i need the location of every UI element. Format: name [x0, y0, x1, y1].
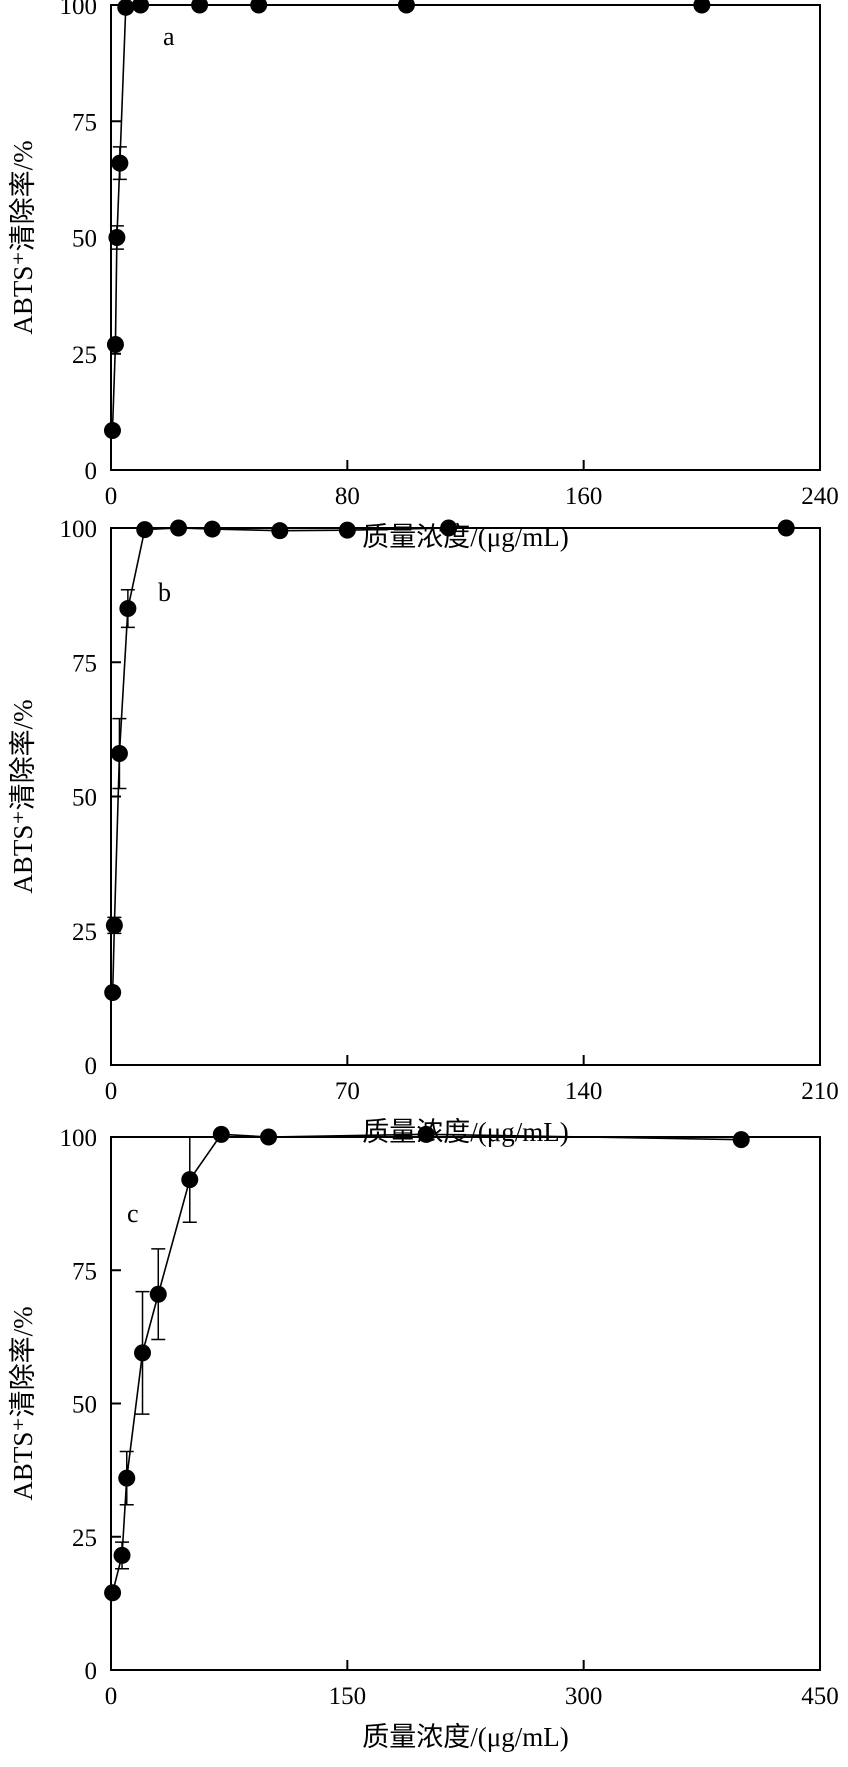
plot-frame	[110, 4, 821, 471]
data-point	[250, 0, 268, 14]
y-tick-label: 100	[60, 516, 98, 543]
data-point	[104, 1584, 122, 1602]
y-tick-label: 50	[72, 785, 97, 812]
series-line	[111, 527, 787, 993]
data-point	[111, 154, 129, 172]
y-tick-label: 100	[60, 1125, 98, 1152]
x-tick-label: 0	[105, 1683, 118, 1710]
x-tick-label: 240	[801, 483, 839, 510]
chart-panel-b: 0 70 140 210 0 25 50 75 100 b 质量浓度/(μg/mL) ABTS⁺…	[8, 516, 839, 1147]
data-point	[132, 0, 150, 14]
data-point	[271, 522, 289, 540]
x-tick-label: 160	[565, 483, 603, 510]
plot-frame	[110, 1136, 821, 1671]
data-point	[136, 521, 154, 539]
y-tick-label: 50	[72, 1392, 97, 1419]
y-tick-label: 25	[72, 919, 97, 946]
data-point	[417, 1125, 435, 1143]
series-line	[111, 4, 702, 431]
plot-frame	[110, 527, 821, 1066]
data-point	[118, 1469, 136, 1487]
data-point	[191, 0, 209, 14]
data-point	[106, 335, 124, 353]
y-tick-label: 0	[85, 1053, 98, 1080]
x-axis-title: 质量浓度/(μg/mL)	[362, 1117, 568, 1147]
x-tick-label: 300	[565, 1683, 603, 1710]
y-tick-label: 75	[72, 109, 97, 136]
data-point	[113, 1546, 131, 1564]
data-point	[108, 229, 126, 246]
y-tick-label: 50	[72, 226, 97, 253]
data-point	[103, 421, 121, 439]
y-axis-title: ABTS⁺清除率/%	[8, 699, 38, 893]
y-tick-label: 0	[85, 1658, 98, 1685]
x-tick-label: 80	[335, 483, 360, 510]
data-point	[260, 1128, 278, 1146]
y-axis-title: ABTS⁺清除率/%	[8, 140, 38, 334]
panel-label: a	[163, 22, 175, 51]
x-tick-label: 70	[335, 1078, 360, 1105]
data-point	[732, 1131, 750, 1149]
chart-panel-c: 0 150 300 450 0 25 50 75 100 c 质量浓度/(μg/mL) ABTS…	[8, 1125, 839, 1752]
y-axis-title: ABTS⁺清除率/%	[8, 1306, 38, 1500]
x-tick-label: 210	[801, 1078, 839, 1105]
data-point	[693, 0, 711, 14]
x-axis-title: 质量浓度/(μg/mL)	[362, 522, 568, 552]
data-point	[105, 916, 123, 934]
y-tick-label: 0	[85, 458, 98, 485]
panel-label: c	[127, 1199, 139, 1228]
y-tick-label: 25	[72, 1525, 97, 1552]
series-line	[111, 1133, 742, 1593]
data-point	[104, 984, 122, 1002]
data-point	[119, 600, 137, 618]
x-tick-label: 450	[801, 1683, 839, 1710]
y-tick-label: 75	[72, 1258, 97, 1285]
data-point	[117, 0, 135, 16]
panel-label: b	[158, 578, 171, 607]
data-point	[338, 521, 356, 539]
y-tick-label: 100	[60, 0, 98, 20]
x-tick-label: 140	[565, 1078, 603, 1105]
data-point	[440, 519, 458, 537]
data-point	[149, 1285, 167, 1303]
x-tick-label: 0	[105, 483, 118, 510]
data-point	[203, 520, 221, 538]
data-point	[212, 1125, 230, 1143]
data-point	[110, 745, 128, 763]
x-tick-label: 150	[329, 1683, 367, 1710]
x-tick-label: 0	[105, 1078, 118, 1105]
y-tick-label: 75	[72, 650, 97, 677]
y-tick-label: 25	[72, 342, 97, 369]
data-point	[777, 519, 795, 537]
chart-panel-a: 0 80 160 240 0 25 50 75 100 a 质量浓度/(μg/mL) ABTS⁺…	[8, 0, 839, 552]
data-point	[134, 1344, 152, 1362]
data-point	[170, 519, 188, 537]
data-point	[397, 0, 415, 14]
x-axis-title: 质量浓度/(μg/mL)	[362, 1722, 568, 1752]
data-point	[181, 1171, 199, 1189]
